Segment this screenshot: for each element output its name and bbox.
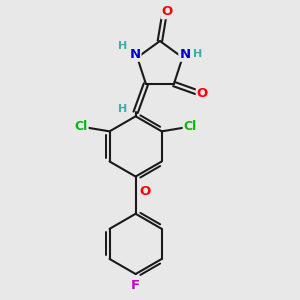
Text: H: H xyxy=(118,40,128,51)
Text: O: O xyxy=(197,87,208,100)
Text: N: N xyxy=(179,48,191,61)
Text: H: H xyxy=(193,49,202,59)
Text: O: O xyxy=(140,185,151,198)
Text: Cl: Cl xyxy=(184,120,197,133)
Text: N: N xyxy=(129,48,140,61)
Text: O: O xyxy=(161,5,173,18)
Text: F: F xyxy=(131,279,140,292)
Text: Cl: Cl xyxy=(74,120,88,133)
Text: H: H xyxy=(118,104,127,114)
